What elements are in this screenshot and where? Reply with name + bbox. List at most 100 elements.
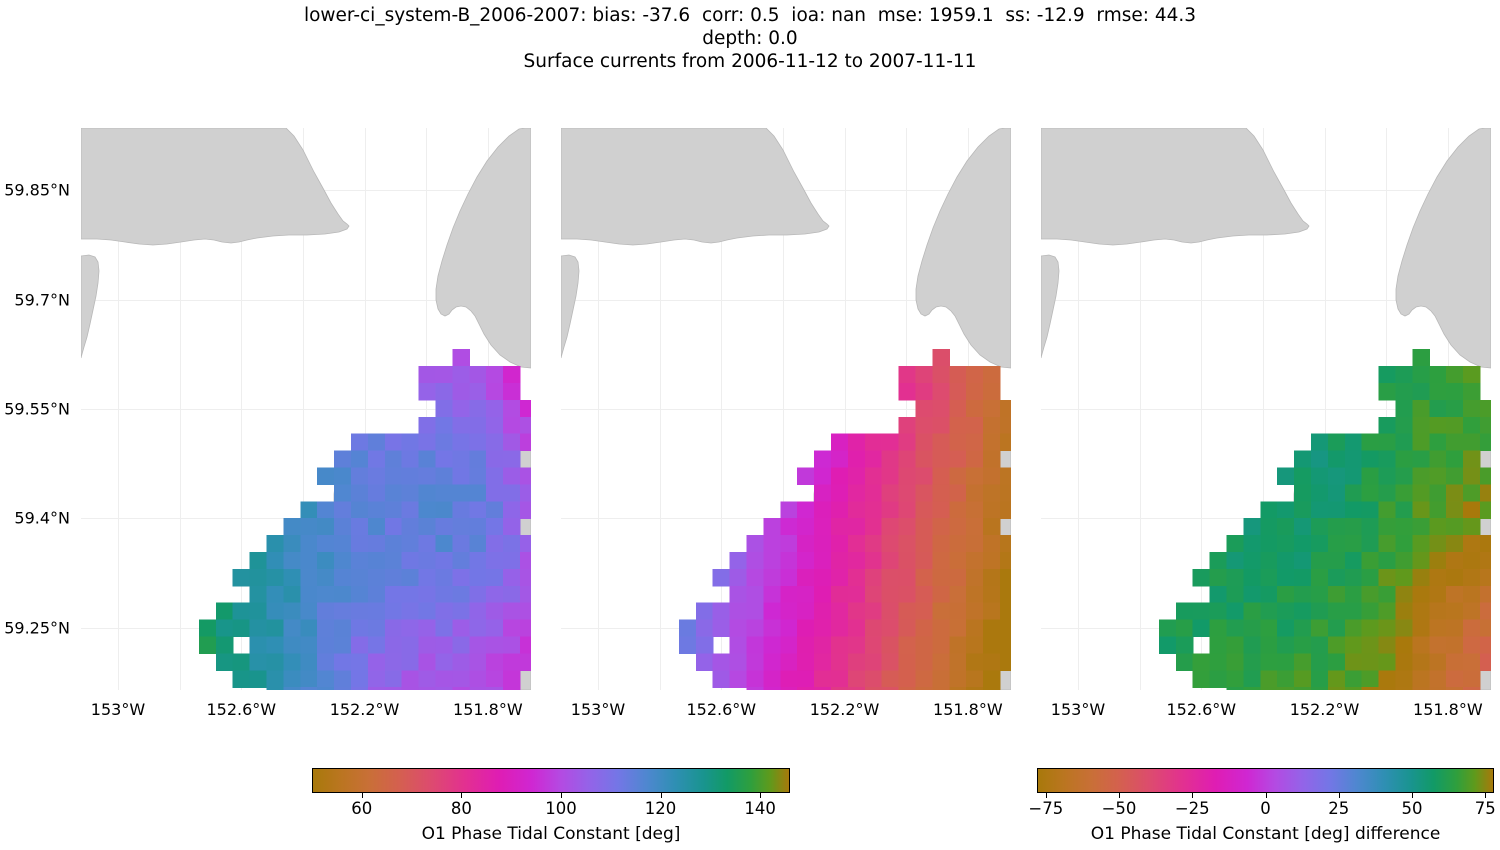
data-cell bbox=[469, 399, 487, 418]
data-cell bbox=[452, 518, 470, 536]
data-cell bbox=[949, 585, 967, 604]
x-tick-label: 152.2°W bbox=[329, 700, 400, 719]
data-cell bbox=[847, 467, 866, 485]
data-cell bbox=[864, 568, 883, 587]
colorbar-phase-difference[interactable]: O1 Phase Tidal Constant [deg] difference… bbox=[1028, 768, 1496, 844]
data-cell bbox=[915, 535, 933, 553]
data-cell bbox=[1412, 568, 1430, 587]
data-cell bbox=[983, 619, 1001, 638]
data-cell bbox=[1361, 585, 1380, 604]
data-cell bbox=[763, 552, 781, 570]
data-cell bbox=[1294, 687, 1312, 690]
data-cell bbox=[367, 670, 386, 688]
y-tick-label: 59.55°N bbox=[4, 399, 70, 419]
land-polygon bbox=[1395, 128, 1491, 369]
data-cell bbox=[486, 636, 504, 654]
data-cell bbox=[949, 399, 967, 418]
x-tick-label: 152.2°W bbox=[1289, 700, 1360, 719]
data-cell bbox=[746, 636, 764, 654]
data-cell bbox=[949, 670, 967, 688]
data-cell bbox=[503, 383, 521, 401]
data-cell bbox=[266, 619, 284, 638]
data-cell bbox=[520, 467, 531, 485]
data-cell bbox=[351, 467, 369, 485]
data-cell bbox=[249, 653, 268, 671]
data-cell bbox=[1277, 535, 1295, 553]
data-cell bbox=[486, 552, 504, 570]
data-cell bbox=[1192, 670, 1211, 688]
map-panel-observation[interactable]: Observation bbox=[81, 128, 531, 690]
data-cell bbox=[503, 653, 521, 671]
data-cell bbox=[1158, 619, 1177, 638]
data-cell bbox=[729, 653, 748, 671]
data-cell bbox=[469, 416, 487, 435]
x-axis-tick-labels: 153°W 152.6°W 152.2°W 151.8°W 153°W 152.6°W 15… bbox=[0, 700, 1500, 726]
data-cell bbox=[401, 619, 420, 638]
data-cell bbox=[469, 568, 487, 587]
data-cell bbox=[435, 467, 453, 485]
data-cell bbox=[1463, 535, 1481, 553]
data-cell bbox=[729, 636, 748, 654]
x-tick-label: 152.2°W bbox=[809, 700, 880, 719]
data-cell bbox=[1294, 467, 1312, 485]
data-cell bbox=[486, 501, 504, 519]
data-cell bbox=[1260, 568, 1278, 587]
data-cell bbox=[1463, 416, 1481, 435]
data-cell bbox=[435, 568, 453, 587]
data-cell bbox=[1000, 552, 1011, 570]
data-cell bbox=[797, 670, 815, 688]
data-cell bbox=[1243, 670, 1261, 688]
colorbar-tick bbox=[461, 793, 463, 798]
data-cell bbox=[966, 416, 984, 435]
data-cell bbox=[797, 619, 815, 638]
data-cell bbox=[1260, 670, 1278, 688]
data-cell bbox=[1294, 518, 1312, 536]
map-panel-obs-minus-model[interactable]: Obs - Model bbox=[1041, 128, 1491, 690]
data-cell bbox=[1446, 670, 1464, 688]
data-cell bbox=[712, 568, 731, 587]
data-cell bbox=[780, 552, 798, 570]
data-cell bbox=[1446, 636, 1464, 654]
data-cell bbox=[1209, 602, 1228, 621]
data-cell bbox=[367, 619, 386, 638]
data-cell bbox=[983, 518, 1001, 536]
data-cell bbox=[351, 484, 369, 502]
data-cell bbox=[486, 619, 504, 638]
data-cell bbox=[1412, 349, 1430, 367]
data-cell bbox=[351, 687, 369, 690]
data-cell bbox=[831, 501, 849, 519]
data-cell bbox=[232, 653, 251, 671]
title-line-period: Surface currents from 2006-11-12 to 2007… bbox=[523, 51, 977, 72]
data-cell bbox=[797, 653, 815, 671]
data-cell bbox=[1378, 552, 1397, 570]
data-cell bbox=[932, 670, 950, 688]
data-cell bbox=[486, 653, 504, 671]
data-cell bbox=[1361, 450, 1380, 469]
data-cell bbox=[1429, 687, 1447, 690]
data-cell bbox=[1327, 535, 1346, 553]
data-cell bbox=[1446, 433, 1464, 452]
colorbar-phase[interactable]: O1 Phase Tidal Constant [deg] 60 80 100 120… bbox=[312, 768, 790, 844]
data-cell bbox=[266, 568, 284, 587]
data-cell bbox=[864, 518, 883, 536]
data-cell bbox=[1463, 518, 1481, 536]
data-cell bbox=[1344, 433, 1363, 452]
data-cell bbox=[520, 619, 531, 638]
data-cell bbox=[797, 687, 815, 690]
colorbar-phase-gradient bbox=[312, 768, 790, 793]
data-cell bbox=[486, 399, 504, 418]
data-cell bbox=[898, 552, 917, 570]
data-cell bbox=[881, 501, 900, 519]
data-cell bbox=[1480, 653, 1491, 671]
data-cell bbox=[1412, 450, 1430, 469]
data-cell bbox=[1311, 552, 1329, 570]
data-cell bbox=[932, 467, 950, 485]
map-panel-ciofs[interactable]: CIOFS bbox=[561, 128, 1011, 690]
data-cell bbox=[1395, 450, 1413, 469]
data-cell bbox=[384, 687, 403, 690]
data-cell bbox=[249, 619, 268, 638]
data-cell bbox=[283, 535, 301, 553]
data-cell bbox=[847, 433, 866, 452]
data-cell bbox=[1395, 501, 1413, 519]
data-cell bbox=[831, 670, 849, 688]
